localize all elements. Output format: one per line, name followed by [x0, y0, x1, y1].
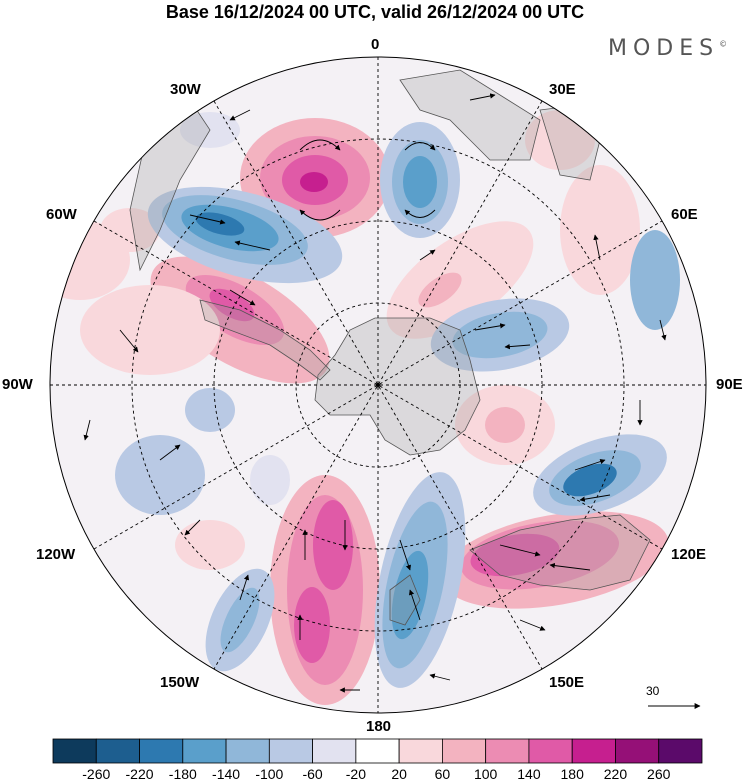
lon-label-150w: 150W — [160, 674, 200, 691]
colorbar-swatch — [441, 738, 487, 764]
colorbar-tick-label: 140 — [517, 766, 541, 782]
reference-vector-label: 30 — [646, 684, 660, 698]
colorbar-tick-label: 260 — [647, 766, 671, 782]
colorbar-swatch — [615, 738, 660, 764]
lon-label-90e: 90E — [716, 376, 743, 393]
colorbar-swatch — [139, 738, 184, 764]
colorbar-swatch — [225, 738, 270, 764]
positive-anomalies — [50, 110, 669, 705]
lon-label-0: 0 — [371, 36, 380, 53]
colorbar-swatch — [268, 738, 314, 764]
lon-label-60e: 60E — [671, 206, 698, 223]
continents — [129, 69, 651, 626]
brand-logo: MODES© — [608, 36, 728, 61]
colorbar-swatch — [355, 738, 400, 764]
colorbar-tick-label: 220 — [603, 766, 628, 782]
colorbar-swatch — [528, 738, 573, 764]
colorbar-swatch — [398, 738, 443, 764]
colorbar-swatch — [312, 738, 357, 764]
colorbar-swatch — [95, 738, 140, 764]
colorbar-tick-label: -260 — [82, 766, 111, 782]
colorbar-tick-label: -100 — [255, 766, 284, 782]
colorbar-tick-label: -220 — [125, 766, 154, 782]
colorbar — [52, 738, 703, 764]
lon-label-120e: 120E — [671, 546, 707, 563]
anomaly-field — [50, 57, 706, 713]
lon-label-180: 180 — [366, 718, 392, 735]
colorbar-swatch — [182, 738, 227, 764]
graticule — [50, 57, 706, 713]
colorbar-swatch — [658, 738, 703, 764]
colorbar-tick-label: -140 — [212, 766, 241, 782]
wind-vectors — [83, 93, 667, 693]
lon-label-30w: 30W — [170, 81, 201, 98]
colorbar-swatch — [485, 738, 530, 764]
colorbar-tick-label: 100 — [473, 766, 498, 782]
map-title: Base 16/12/2024 00 UTC, valid 26/12/2024… — [165, 2, 585, 22]
colorbar-tick-label: 180 — [560, 766, 584, 782]
lon-label-60w: 60W — [46, 206, 77, 223]
colorbar-tick-label: -180 — [168, 766, 197, 782]
colorbar-swatch — [52, 738, 97, 764]
colorbar-tick-label: 20 — [391, 766, 407, 782]
map-boundary — [49, 56, 707, 714]
negative-anomalies — [115, 112, 680, 688]
colorbar-swatch — [571, 738, 616, 764]
colorbar-tick-label: 60 — [434, 766, 451, 782]
south-pole-marker — [376, 383, 380, 387]
colorbar-tick-label: -60 — [302, 766, 323, 782]
lon-label-90w: 90W — [2, 376, 33, 393]
colorbar-tick-label: -20 — [345, 766, 366, 782]
lon-label-150e: 150E — [549, 674, 585, 691]
lon-label-30e: 30E — [549, 81, 576, 98]
lon-label-120w: 120W — [36, 546, 76, 563]
